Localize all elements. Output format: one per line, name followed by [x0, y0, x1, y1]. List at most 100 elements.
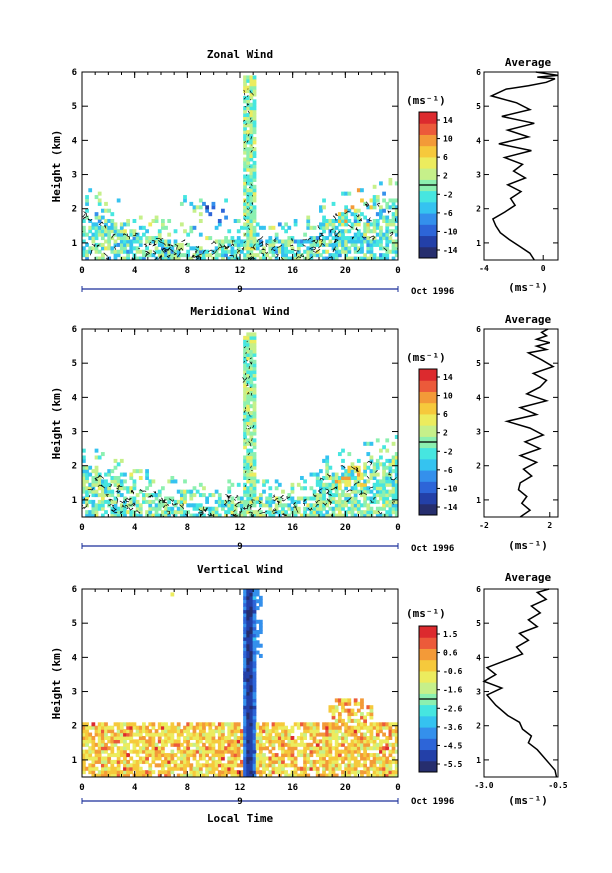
- zonal-cell: [249, 167, 254, 172]
- vertical-cell: [227, 732, 232, 737]
- vertical-cell: [132, 725, 137, 730]
- zonal-cell: [82, 229, 86, 234]
- vertical-cell: [208, 763, 213, 768]
- meridional-cell: [350, 475, 355, 480]
- meridional-cell: [116, 475, 121, 480]
- zonal-cell: [195, 246, 200, 251]
- meridional-cell: [379, 513, 383, 517]
- vertical-cell: [382, 773, 386, 777]
- zonal-cell: [230, 253, 235, 258]
- zonal-cell: [195, 253, 200, 258]
- vertical-cell: [214, 725, 219, 730]
- meridional-cell: [356, 503, 361, 508]
- vertical-cell: [148, 729, 153, 734]
- zonal-cell: [388, 205, 393, 210]
- vertical-cell: [265, 766, 270, 771]
- meridional-cell: [176, 506, 181, 511]
- vertical-cell: [145, 732, 149, 737]
- meridional-cell: [167, 513, 172, 517]
- meridional-cell: [353, 479, 358, 484]
- meridional-cell: [126, 486, 130, 491]
- zonal-cell: [82, 225, 86, 230]
- meridional-cell: [341, 493, 345, 498]
- zonal-colorbar-label: 14: [443, 116, 453, 125]
- vertical-cell: [100, 746, 105, 751]
- vertical-cell: [116, 770, 121, 775]
- meridional-cell: [123, 496, 127, 501]
- meridional-cell: [385, 499, 390, 504]
- zonal-cell: [360, 212, 364, 217]
- meridional-cell: [341, 465, 345, 470]
- vertical-cell: [132, 763, 137, 768]
- zonal-cell: [217, 222, 222, 227]
- zonal-cell: [322, 225, 326, 230]
- vertical-cell: [331, 722, 336, 727]
- vertical-cell: [334, 773, 339, 777]
- meridional-cell: [255, 479, 260, 484]
- vertical-cell: [183, 763, 187, 768]
- vertical-cell: [135, 770, 140, 775]
- vertical-cell: [91, 766, 96, 771]
- vertical-cell: [369, 766, 374, 771]
- vertical-cell: [227, 735, 232, 740]
- vertical-cell: [337, 715, 342, 720]
- zonal-cell: [258, 239, 263, 244]
- zonal-profile-ytick-label: 2: [476, 205, 481, 214]
- vertical-cell: [142, 722, 146, 727]
- vertical-cell: [243, 599, 247, 604]
- meridional-cell: [113, 479, 118, 484]
- vertical-cell: [85, 739, 89, 744]
- zonal-profile-ytick-label: 3: [476, 171, 481, 180]
- meridional-cell: [252, 397, 257, 402]
- vertical-cell: [167, 753, 172, 758]
- vertical-cell: [284, 735, 288, 740]
- meridional-cell: [252, 349, 257, 354]
- vertical-cell: [249, 739, 254, 744]
- vertical-cell: [303, 749, 307, 754]
- vertical-cell: [394, 742, 398, 747]
- vertical-cell: [167, 756, 172, 761]
- meridional-cell: [394, 489, 398, 494]
- meridional-cell: [252, 499, 257, 504]
- zonal-cell: [379, 208, 383, 213]
- vertical-cell: [246, 616, 251, 621]
- vertical-colorbar-unit: (ms⁻¹): [406, 607, 446, 620]
- vertical-cell: [82, 770, 86, 775]
- meridional-cell: [325, 475, 330, 480]
- zonal-cell: [230, 236, 235, 241]
- vertical-cell: [296, 725, 301, 730]
- zonal-cell: [249, 157, 254, 162]
- meridional-cell: [246, 376, 251, 381]
- vertical-cell: [91, 722, 96, 727]
- vertical-cell: [293, 722, 298, 727]
- vertical-cell: [363, 746, 367, 751]
- vertical-cell: [356, 746, 361, 751]
- vertical-cell: [157, 722, 162, 727]
- zonal-cell: [100, 236, 105, 241]
- vertical-cell: [227, 729, 232, 734]
- meridional-cell: [334, 493, 339, 498]
- vertical-cell: [252, 773, 257, 777]
- meridional-date-day: 9: [237, 542, 242, 552]
- zonal-cell: [319, 253, 323, 258]
- meridional-cell: [385, 510, 390, 515]
- meridional-cell: [198, 503, 203, 508]
- vertical-cell: [227, 770, 232, 775]
- meridional-cell: [388, 479, 393, 484]
- zonal-cell: [214, 246, 219, 251]
- zonal-cell: [391, 218, 396, 223]
- zonal-cell: [243, 85, 247, 90]
- vertical-cell: [202, 763, 206, 768]
- vertical-cell: [303, 722, 307, 727]
- zonal-cell: [217, 218, 222, 223]
- vertical-cell: [258, 729, 263, 734]
- zonal-cell: [138, 225, 143, 230]
- zonal-cell: [236, 256, 241, 260]
- meridional-cell: [217, 493, 222, 498]
- vertical-cell: [176, 756, 181, 761]
- meridional-cell: [246, 452, 251, 457]
- vertical-cell: [388, 770, 393, 775]
- meridional-cell: [129, 513, 134, 517]
- vertical-cell: [230, 766, 235, 771]
- vertical-cell: [249, 756, 254, 761]
